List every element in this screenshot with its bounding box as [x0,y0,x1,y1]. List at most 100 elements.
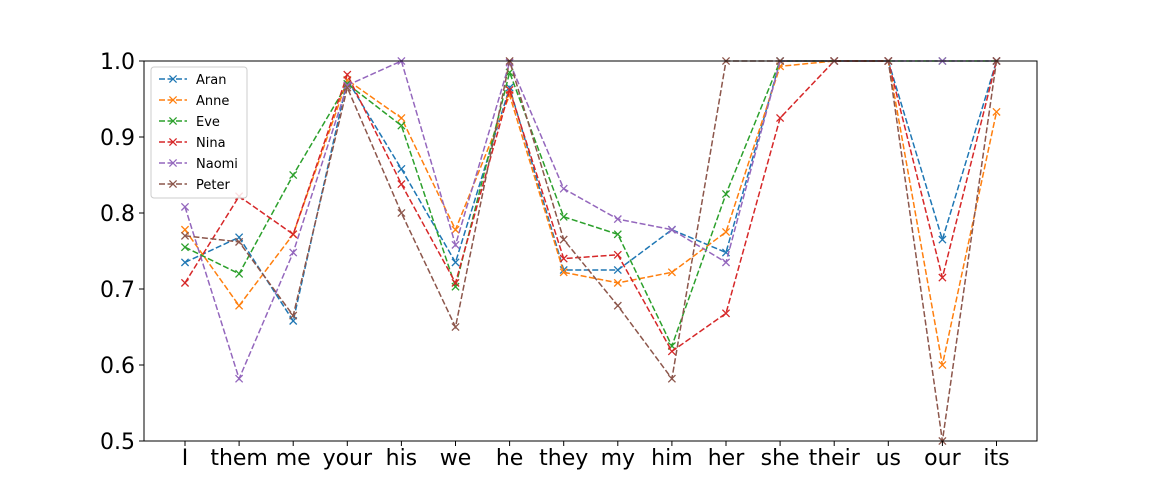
data-point [992,107,1001,116]
data-point [613,250,622,259]
data-point [180,202,190,211]
x-tick-label: us [876,446,901,471]
data-point [505,85,514,94]
data-point [559,235,568,244]
data-point [776,113,785,123]
data-point [451,278,460,287]
series-line [184,60,998,366]
x-tick-label: him [651,446,693,471]
data-point [613,301,622,310]
legend-marker [168,158,178,168]
data-point [559,268,568,277]
x-tick-label: me [276,446,311,471]
legend-entry: Peter [159,178,230,193]
data-point [397,121,406,130]
x-tick-label: your [323,446,373,471]
data-point [397,208,406,218]
data-point [613,265,622,275]
y-tick-label: 0.6 [100,354,135,379]
data-point [559,254,568,263]
data-point [343,81,352,90]
y-tick-label: 0.9 [100,126,135,151]
plot-frame [143,60,1038,442]
x-tick-label: their [809,446,861,471]
data-point [559,184,568,193]
data-point [721,309,731,318]
x-tick-label: its [983,446,1009,471]
data-point [667,347,676,356]
legend-marker [168,137,178,147]
data-point [721,227,731,237]
data-point [397,180,406,189]
data-point [938,235,947,244]
data-point [289,248,298,257]
data-point [667,374,676,383]
data-point [397,164,406,173]
y-tick-label: 1.0 [100,50,135,75]
x-tick-label: he [496,446,523,471]
legend-label: Aran [196,73,226,88]
data-point [667,268,676,277]
data-point [343,70,352,79]
x-tick-label: she [761,446,800,471]
x-tick-label: my [601,446,635,471]
data-point [180,225,190,234]
data-point [613,215,622,224]
legend-marker [168,116,178,126]
x-tick-label: I [182,446,189,471]
data-point [289,230,298,239]
data-point [451,225,460,234]
data-point [613,278,622,287]
data-point [180,243,190,252]
data-point [235,237,244,246]
x-tick-label: they [539,446,588,471]
data-point [613,230,622,239]
legend-label: Anne [196,94,229,109]
data-point [667,225,676,234]
data-point [235,301,244,310]
y-tick-label: 0.8 [100,202,135,227]
legend-entry: Nina [159,136,226,151]
legend-label: Naomi [196,157,238,172]
x-tick-label: our [924,446,961,471]
data-point [289,311,298,320]
plot-area [144,61,1037,441]
legend-label: Eve [196,115,220,130]
data-point [451,258,460,267]
data-point [451,240,460,249]
legend-entry: Naomi [159,157,238,172]
legend: Aran Anne Eve Nina Naomi Peter [150,66,248,199]
data-point [938,360,947,370]
data-point [721,189,731,199]
data-point [505,83,514,92]
data-point [235,374,244,383]
legend-label: Nina [196,136,226,151]
data-point [343,83,352,92]
data-point [938,273,947,282]
data-point [559,212,568,221]
legend-label: Peter [196,178,230,193]
legend-marker [168,95,178,105]
data-point [180,278,190,287]
legend-entry: Aran [159,73,226,88]
data-point [451,282,460,291]
x-tick-label: his [386,446,418,471]
y-tick-label: 0.7 [100,278,135,303]
data-point [289,170,298,180]
legend-entry: Eve [159,115,220,130]
legend-marker [168,74,178,84]
series-line [184,60,997,348]
data-point [180,258,190,267]
legend-entry: Anne [159,94,229,109]
x-tick-label: we [440,446,472,471]
x-tick-label: her [708,446,745,471]
legend-marker [168,179,178,189]
x-tick-label: them [210,446,268,471]
data-point [343,79,352,88]
y-tick-label: 0.5 [100,430,135,455]
data-point [180,231,190,240]
data-point [397,113,406,123]
data-point [235,269,244,278]
